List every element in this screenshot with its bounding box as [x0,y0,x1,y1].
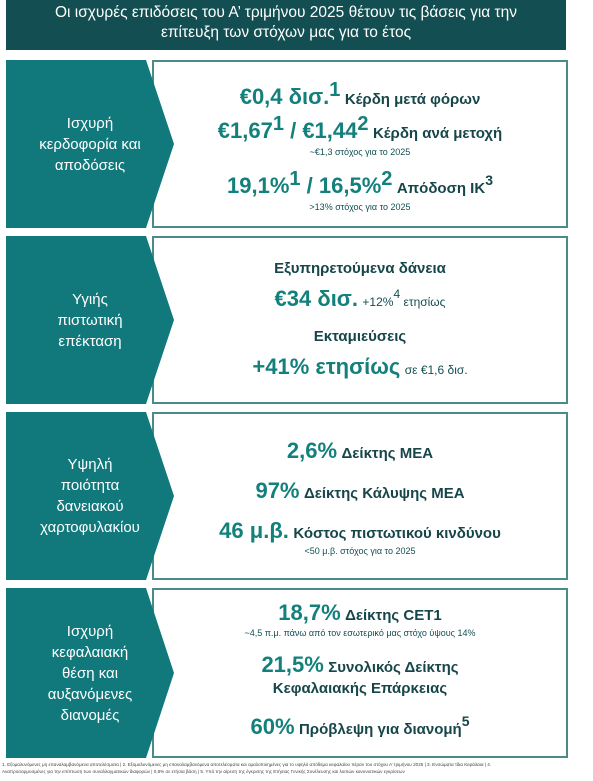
title-line-2: επίτευξη των στόχων μας για το έτος [160,24,412,41]
metric-performing-loans-title: Εξυπηρετούμενα δάνεια [274,260,446,277]
panel-asset-quality: Υψηλή ποιότητα δανειακού χαρτοφυλακίου 2… [6,412,568,580]
title-line-1: Οι ισχυρές επιδόσεις του Α’ τριμήνου 202… [54,4,518,21]
panel-label: Ισχυρή κεφαλαιακή θέση και αυξανόμενες δ… [47,622,133,724]
panel-box [152,412,568,580]
panel-label: Υψηλή ποιότητα δανειακού χαρτοφυλακίου [40,456,140,536]
metric-disbursements: +41% ετησίως σε €1,6 δισ. [252,354,468,379]
metric-cost-of-risk: 46 μ.β. Κόστος πιστωτικού κινδύνου [219,518,501,543]
panel-label-arrow: Ισχυρή κεφαλαιακή θέση και αυξανόμενες δ… [6,588,174,758]
panel-profitability: Ισχυρή κερδοφορία και αποδόσεις €0,4 δισ… [6,60,568,228]
metric-disbursements-title: Εκταμιεύσεις [313,328,407,345]
panel-box [152,236,568,404]
footnotes: 1. Εξομαλυνόμενες μη επαναλαμβανόμενα απ… [2,761,587,775]
metric-npe-coverage: 97% Δείκτης Κάλυψης ΜΕΑ [255,478,465,503]
panel-label-arrow: Υψηλή ποιότητα δανειακού χαρτοφυλακίου [6,412,174,580]
metric-distribution: 60% Πρόβλεψη για διανομή5 [250,713,470,739]
panel-label: Ισχυρή κερδοφορία και αποδόσεις [39,114,141,174]
panel-box [152,588,568,758]
metric-performing-loans: €34 δισ. +12%4 ετησίως [274,286,446,311]
metric-roe-target: >13% στόχος για το 2025 [309,202,411,212]
metric-roe: 19,1%1 / 16,5%2 Απόδοση ΙΚ3 [227,168,493,198]
metric-total-capital-line2: Κεφαλαιακής Επάρκειας [272,680,448,697]
panel-label: Υγιής πιστωτική επέκταση [57,290,123,350]
metric-cet1-note: ~4,5 π.μ. πάνω από τον εσωτερικό μας στό… [244,628,476,638]
panel-label-arrow: Ισχυρή κερδοφορία και αποδόσεις [6,60,174,228]
footnote-line-2: Αναπροσαρμοσμένες για την επίπτωση των σ… [2,769,405,774]
page-title: Οι ισχυρές επιδόσεις του Α’ τριμήνου 202… [6,0,566,50]
panel-label-arrow: Υγιής πιστωτική επέκταση [6,236,174,404]
metric-npe-ratio: 2,6% Δείκτης ΜΕΑ [286,438,434,463]
footnote-line-1: 1. Εξομαλυνόμενες μη επαναλαμβανόμενα απ… [2,762,492,767]
metric-total-capital: 21,5% Συνολικός Δείκτης [261,652,459,677]
metric-eps: €1,671 / €1,442 Κέρδη ανά μετοχή [217,113,503,143]
panel-capital-position: Ισχυρή κεφαλαιακή θέση και αυξανόμενες δ… [6,588,568,758]
metric-cet1: 18,7% Δείκτης CET1 [278,600,442,625]
panel-credit-expansion: Υγιής πιστωτική επέκταση Εξυπηρετούμενα … [6,236,568,404]
metric-net-profit: €0,4 δισ.1 Κέρδη μετά φόρων [239,79,481,109]
panel-box [152,60,568,228]
metric-cost-of-risk-target: <50 μ.β. στόχος για το 2025 [304,546,416,556]
metric-eps-target: ~€1,3 στόχος για το 2025 [309,147,411,157]
